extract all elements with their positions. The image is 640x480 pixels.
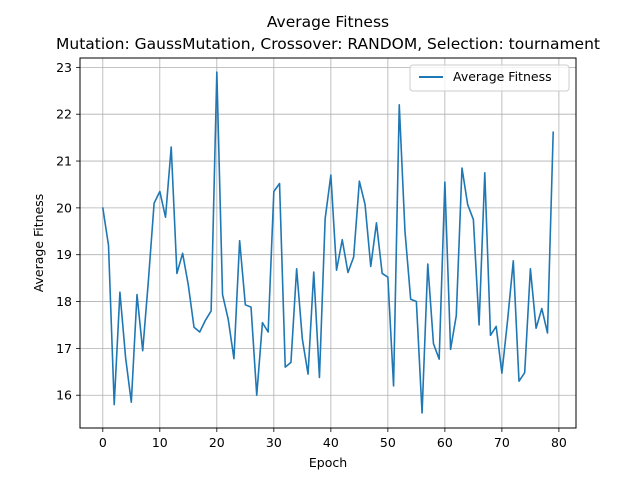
- x-tick-label: 0: [99, 435, 107, 450]
- plot-area-frame: [79, 57, 577, 429]
- x-tick-label: 30: [266, 435, 282, 450]
- series-line-average-fitness: [102, 71, 555, 414]
- chart-title: Average Fitness: [267, 13, 389, 31]
- legend-box: [409, 64, 570, 92]
- x-tick-label: 60: [437, 435, 453, 450]
- y-tick-label: 19: [56, 247, 72, 262]
- x-tick-label: 40: [323, 435, 339, 450]
- x-tick-label: 80: [551, 435, 567, 450]
- y-tick-label: 18: [56, 294, 72, 309]
- chart-subtitle: Mutation: GaussMutation, Crossover: RAND…: [56, 35, 600, 53]
- x-axis: 0 10 20 30 40 50 60 70 80: [99, 428, 567, 450]
- y-tick-label: 21: [56, 154, 72, 169]
- grid: [80, 58, 576, 428]
- y-tick-label: 22: [56, 107, 72, 122]
- x-tick-label: 70: [494, 435, 510, 450]
- legend: Average Fitness: [409, 64, 570, 92]
- y-tick-label: 20: [56, 200, 72, 215]
- y-axis-label: Average Fitness: [31, 194, 46, 293]
- x-tick-label: 50: [380, 435, 396, 450]
- y-tick-label: 23: [56, 60, 72, 75]
- x-axis-label: Epoch: [309, 455, 347, 470]
- y-axis: 16 17 18 19 20 21 22 23: [56, 60, 80, 403]
- y-tick-label: 16: [56, 388, 72, 403]
- legend-label: Average Fitness: [453, 69, 552, 84]
- x-tick-label: 10: [152, 435, 168, 450]
- x-tick-label: 20: [209, 435, 225, 450]
- series-layer: [102, 71, 555, 414]
- y-tick-label: 17: [56, 341, 72, 356]
